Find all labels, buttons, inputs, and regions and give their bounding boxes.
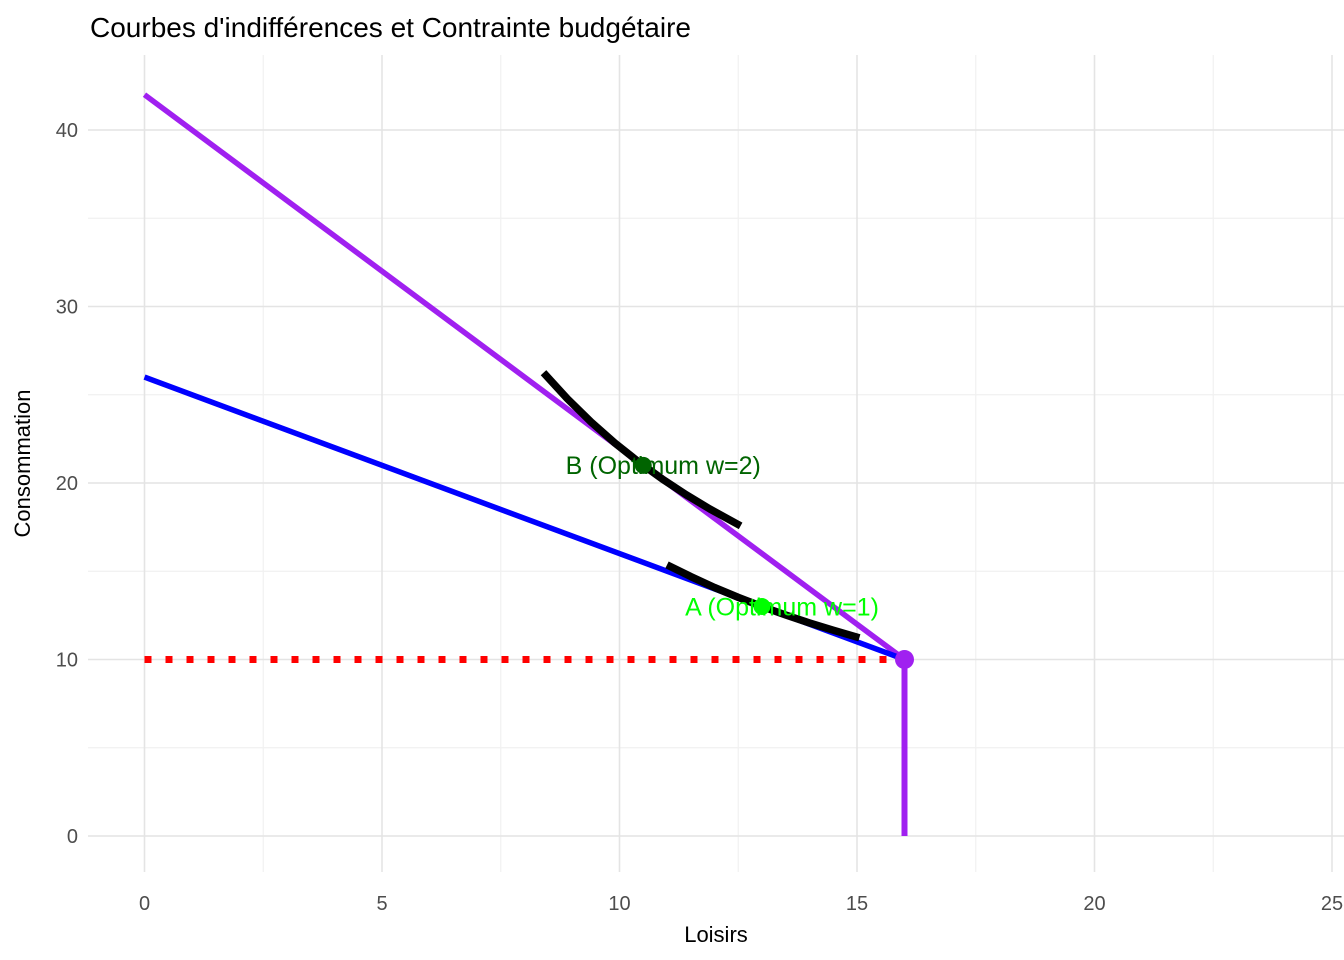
x-tick-label: 25: [1321, 893, 1343, 915]
optimum-point-b: [634, 456, 652, 474]
indifference-curve-w2: [540, 370, 743, 530]
budget-line-w2: [142, 92, 907, 662]
x-tick-label: 20: [1083, 893, 1105, 915]
x-tick-label: 15: [846, 893, 868, 915]
y-tick-label: 30: [56, 297, 78, 319]
y-tick-label: 0: [67, 826, 78, 848]
budget-kink-point: [895, 650, 914, 669]
series-layer: [142, 92, 908, 836]
x-tick-label: 10: [608, 893, 630, 915]
y-tick-label: 20: [56, 473, 78, 495]
y-tick-label: 40: [56, 120, 78, 142]
y-axis-title: Consommation: [10, 390, 35, 538]
x-axis-title: Loisirs: [684, 922, 748, 947]
label-optimum-a: A (Optimum w=1): [685, 593, 879, 621]
point-layer: [634, 456, 914, 669]
axis-layer: Loisirs Consommation 0 5 10 15 20 25 0 10 20 30 40: [10, 120, 1343, 947]
x-tick-label: 5: [376, 893, 387, 915]
x-tick-label: 0: [139, 893, 150, 915]
label-optimum-b: B (Optimum w=2): [566, 452, 761, 480]
y-tick-label: 10: [56, 650, 78, 672]
chart-title: Courbes d'indifférences et Contrainte bu…: [90, 12, 691, 43]
annotation-layer: B (Optimum w=2) A (Optimum w=1): [566, 452, 879, 621]
optimum-point-a: [753, 598, 771, 616]
gridlines-minor: [88, 55, 1344, 872]
